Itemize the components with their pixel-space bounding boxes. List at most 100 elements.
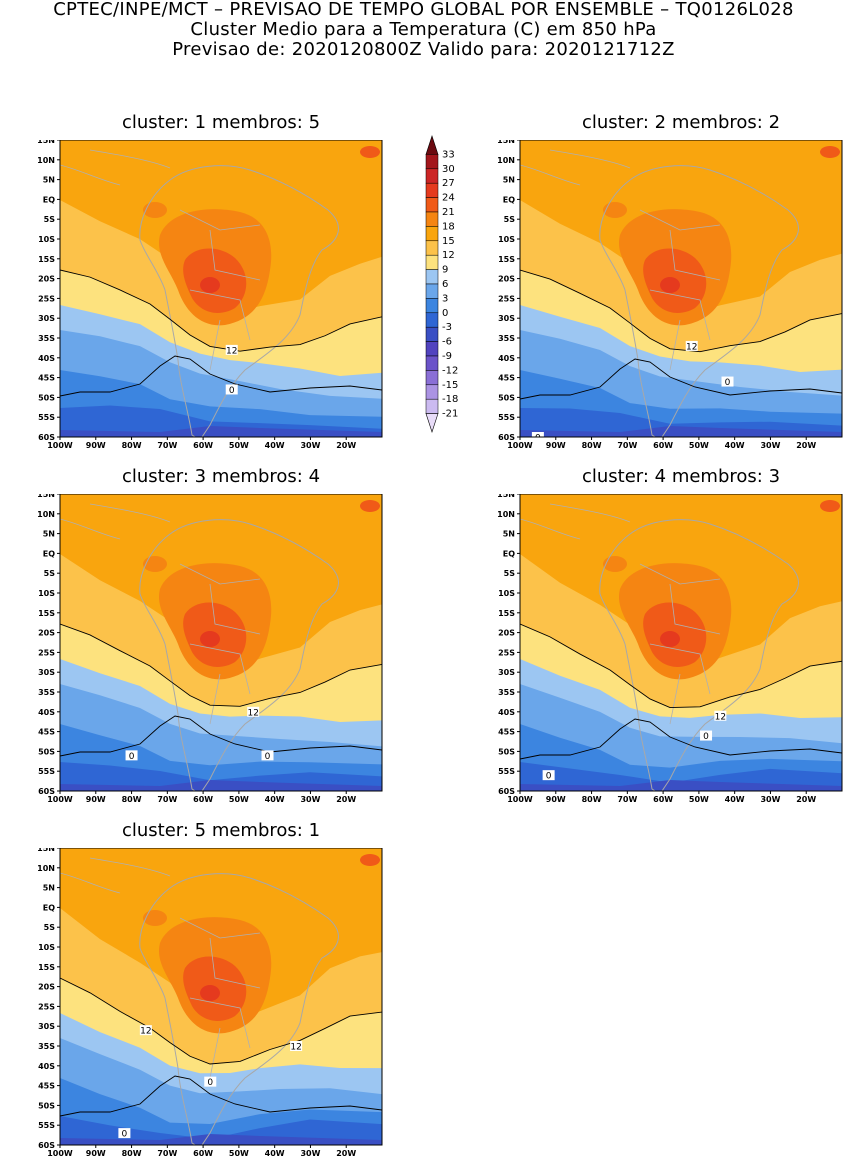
- header-line-source: CPTEC/INPE/MCT – PREVISAO DE TEMPO GLOBA…: [53, 0, 794, 20]
- lon-tick-label: 20W: [796, 441, 816, 450]
- lat-tick-label: 30S: [38, 314, 55, 323]
- lon-tick-label: 70W: [157, 1149, 177, 1158]
- lon-tick-label: 30W: [300, 441, 320, 450]
- cluster-panel-2: cluster: 2 membros: 2 12 0 0 15N 10N 5N EQ 5S 10S…: [482, 112, 846, 453]
- lat-tick-label: 10N: [497, 510, 515, 519]
- lon-tick-label: 50W: [229, 795, 249, 804]
- lat-tick-label: 55S: [498, 413, 515, 422]
- country-borders: [639, 563, 721, 725]
- central-america-coast: [520, 149, 631, 186]
- contour-label-text: 0: [129, 752, 135, 762]
- band-21-24-north: [360, 500, 380, 512]
- lon-tick-label: 60W: [193, 795, 213, 804]
- lat-tick-label: 15N: [497, 494, 515, 499]
- colorbar-level-label: -18: [442, 394, 458, 405]
- contour-label-text: 0: [229, 386, 235, 396]
- colorbar-level-label: -12: [442, 365, 458, 376]
- temperature-map: 12 0 0 15N 10N 5N EQ 5S 10S 15S 20S 25S 30S 35S 40S 45S…: [497, 494, 843, 804]
- colorbar-segment: [425, 240, 439, 256]
- band-minus3-0: [60, 405, 382, 437]
- coastline: [599, 165, 799, 437]
- lon-tick-label: 80W: [122, 795, 142, 804]
- lat-tick-label: 10N: [37, 864, 55, 873]
- contour-label: 0: [204, 1076, 217, 1088]
- colorbar-segment: [425, 182, 439, 198]
- colorbar-segment: [425, 254, 439, 270]
- band-18-21-small: [603, 202, 627, 218]
- temperature-map: 12 0 0 15N 10N 5N EQ 5S 10S 15S 20S 25S 30S 35S 40S 45S…: [37, 494, 383, 804]
- contour-12: [60, 977, 382, 1065]
- temperature-map: 12 0 15N 10N 5N EQ 5S 10S 15S 20S 25S 30S 35S 40S 45S 5…: [37, 140, 383, 450]
- contour-12: [520, 623, 842, 709]
- lat-tick-label: 45S: [38, 728, 55, 737]
- lon-tick-label: 60W: [653, 795, 673, 804]
- colorbar-segment: [425, 355, 439, 371]
- lon-tick-label: 100W: [47, 1149, 73, 1158]
- lat-tick-label: 15N: [37, 140, 55, 145]
- lat-tick-label: 35S: [38, 334, 55, 343]
- lat-tick-label: 10N: [497, 156, 515, 165]
- colorbar-level-label: 15: [442, 236, 455, 247]
- lat-tick-label: 50S: [498, 393, 515, 402]
- lon-tick-label: 50W: [689, 441, 709, 450]
- temperature-map: 12 0 0 15N 10N 5N EQ 5S 10S 15S 20S 25S 30S 35S 40S 45S…: [497, 140, 843, 450]
- lat-tick-label: 60S: [38, 1141, 55, 1150]
- lon-tick-label: 50W: [229, 1149, 249, 1158]
- band-24-27: [200, 985, 220, 1001]
- lat-tick-label: 25S: [38, 294, 55, 303]
- coastline: [139, 519, 339, 791]
- colorbar-segment: [425, 370, 439, 386]
- contour-label-text: 0: [725, 378, 731, 388]
- lat-tick-label: 45S: [498, 728, 515, 737]
- lat-tick-label: 50S: [498, 747, 515, 756]
- colorbar-segment: [425, 269, 439, 285]
- lat-tick-label: 5S: [44, 923, 56, 932]
- contour-label: 0: [700, 730, 713, 742]
- lon-tick-label: 80W: [582, 441, 602, 450]
- lat-tick-label: 50S: [38, 747, 55, 756]
- lat-tick-label: 35S: [498, 688, 515, 697]
- lat-tick-label: 30S: [38, 1022, 55, 1031]
- contour-label: 12: [290, 1041, 303, 1053]
- lon-tick-label: 70W: [617, 441, 637, 450]
- band-24-27: [200, 277, 220, 293]
- colorbar-level-label: -9: [442, 351, 452, 362]
- lat-tick-label: 60S: [38, 787, 55, 796]
- lat-tick-label: 5S: [44, 569, 56, 578]
- lon-tick-label: 40W: [265, 441, 285, 450]
- map-frame: [59, 494, 383, 792]
- lat-tick-label: 45S: [498, 374, 515, 383]
- country-borders: [179, 209, 261, 371]
- colorbar-level-label: -21: [442, 409, 458, 420]
- contour-label-text: 0: [122, 1130, 128, 1140]
- colorbar-segment: [425, 197, 439, 213]
- lon-tick-label: 50W: [689, 795, 709, 804]
- band-24-27: [660, 277, 680, 293]
- band-minus6-minus3: [60, 1134, 382, 1145]
- panel-title: cluster: 5 membros: 1: [121, 820, 321, 841]
- lon-tick-label: 20W: [336, 441, 356, 450]
- lat-tick-label: 10N: [37, 156, 55, 165]
- lon-tick-label: 90W: [86, 1149, 106, 1158]
- band-minus6-minus3: [60, 426, 382, 437]
- contour-label: 12: [247, 706, 260, 718]
- contour-label-text: 12: [226, 346, 237, 356]
- lon-tick-label: 80W: [582, 795, 602, 804]
- lat-tick-label: 10S: [38, 235, 55, 244]
- contour-0: [60, 355, 382, 397]
- contour-12: [60, 623, 382, 707]
- lon-tick-label: 90W: [86, 795, 106, 804]
- panel-title: cluster: 4 membros: 3: [581, 466, 781, 487]
- band-21-24-north: [820, 146, 840, 158]
- lon-tick-label: 50W: [229, 441, 249, 450]
- temperature-map: 12 12 0 0 15N 10N 5N EQ 5S 10S 15S 20S 25S 30S 35S 40S 4…: [37, 848, 383, 1158]
- band-24-27: [200, 631, 220, 647]
- colorbar-level-label: 21: [442, 207, 455, 218]
- contour-label: 0: [531, 432, 544, 437]
- band-21-24-north: [360, 854, 380, 866]
- contour-label-text: 0: [207, 1078, 213, 1088]
- lat-tick-label: 5S: [504, 215, 516, 224]
- lat-tick-label: 20S: [38, 629, 55, 638]
- colorbar-level-label: 30: [442, 164, 455, 175]
